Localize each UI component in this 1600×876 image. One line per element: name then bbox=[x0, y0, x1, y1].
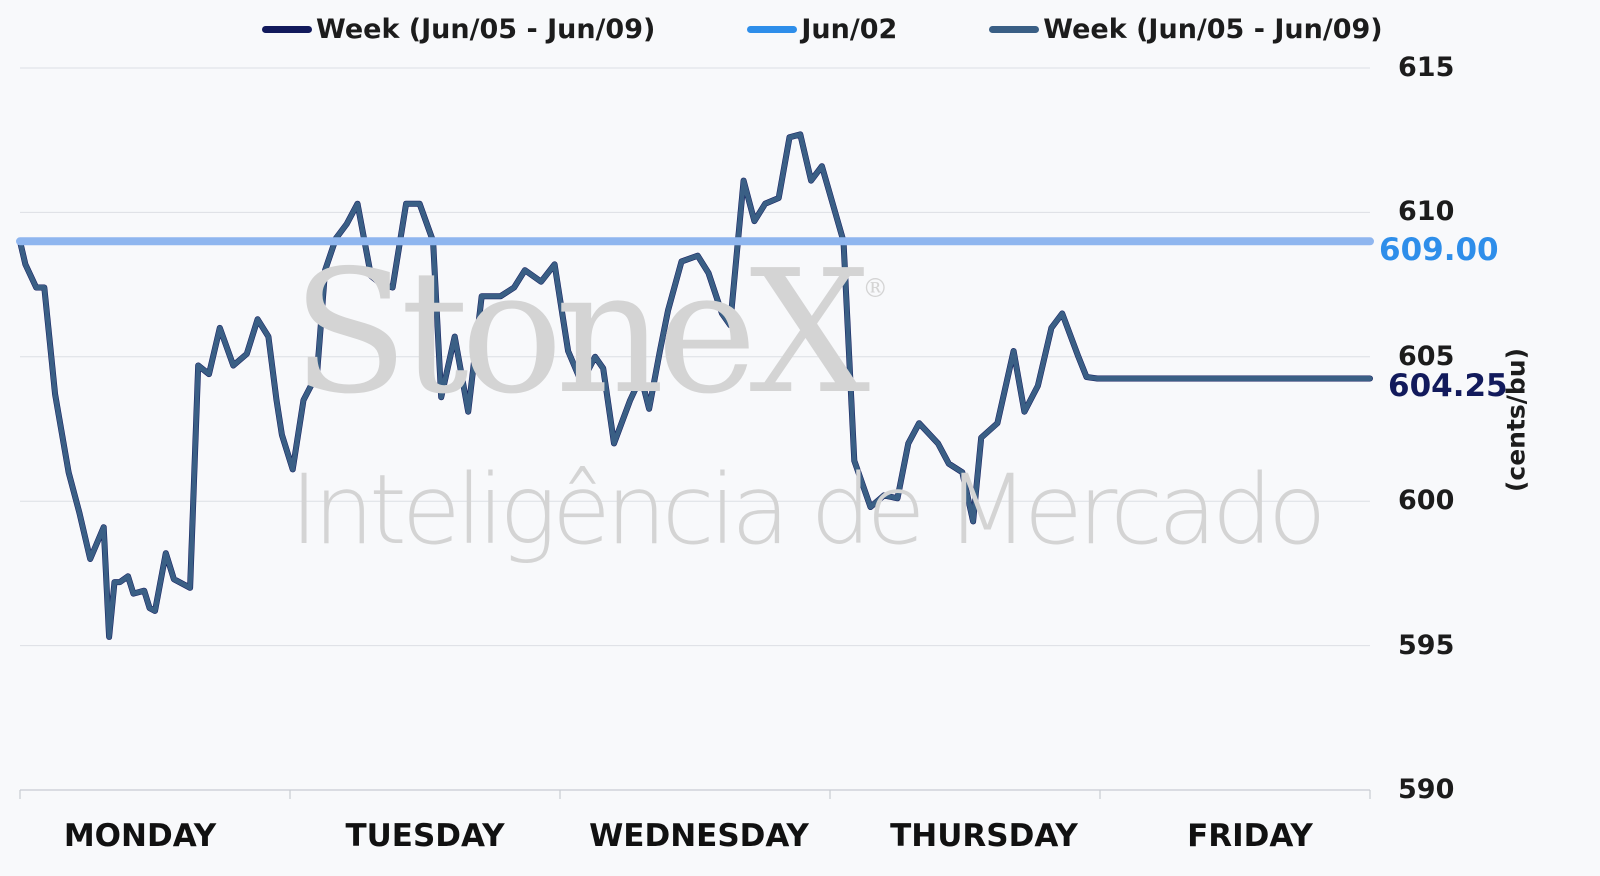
legend-label-jun02: Jun/02 bbox=[801, 14, 898, 45]
last-value-label: 604.25 bbox=[1388, 368, 1508, 404]
stonex-watermark-logo: StoneX® bbox=[292, 234, 889, 432]
y-tick-label: 615 bbox=[1398, 52, 1455, 83]
legend-item-week-dark: Week (Jun/05 - Jun/09) bbox=[262, 14, 655, 45]
legend-label-week: Week (Jun/05 - Jun/09) bbox=[1043, 14, 1383, 45]
x-tick-label-friday: FRIDAY bbox=[1187, 818, 1313, 854]
jun02-value-label: 609.00 bbox=[1379, 232, 1499, 268]
y-tick-label: 590 bbox=[1398, 774, 1455, 805]
y-tick-label: 595 bbox=[1398, 629, 1455, 661]
chart-legend: Week (Jun/05 - Jun/09) Jun/02 Week (Jun/… bbox=[262, 14, 1383, 45]
y-tick-label: 605 bbox=[1398, 340, 1455, 372]
x-tick-label-monday: MONDAY bbox=[63, 818, 217, 854]
legend-label-week-dark: Week (Jun/05 - Jun/09) bbox=[316, 14, 656, 45]
legend-swatch-week bbox=[989, 26, 1040, 33]
x-tick-label-tuesday: TUESDAY bbox=[345, 818, 505, 854]
y-tick-label: 600 bbox=[1398, 485, 1455, 517]
legend-item-jun02: Jun/02 bbox=[747, 14, 897, 45]
x-tick-label-wednesday: WEDNESDAY bbox=[589, 818, 809, 854]
series-line-week bbox=[17, 131, 1373, 640]
x-tick-label-thursday: THURSDAY bbox=[890, 818, 1078, 854]
legend-swatch-week-dark bbox=[262, 26, 312, 33]
y-tick-label: 610 bbox=[1398, 196, 1455, 228]
legend-item-week: Week (Jun/05 - Jun/09) bbox=[989, 14, 1383, 45]
legend-swatch-jun02 bbox=[747, 26, 798, 33]
watermark-tagline: Inteligência de Mercado bbox=[290, 454, 1327, 566]
